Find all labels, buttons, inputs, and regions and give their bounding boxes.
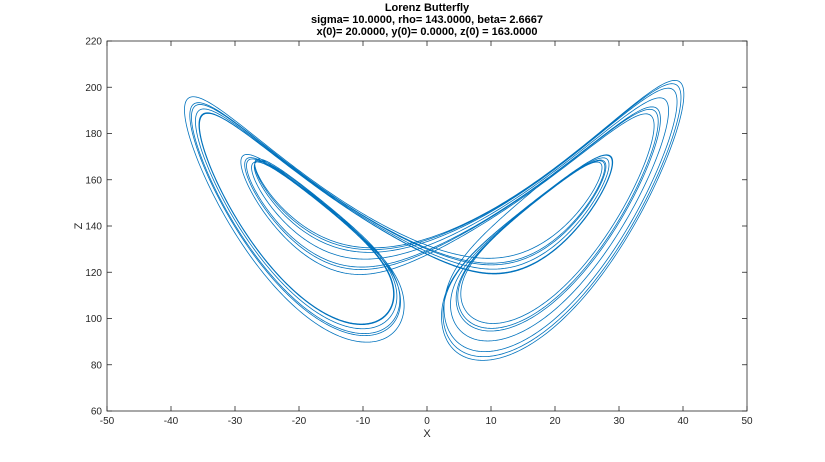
chart-subtitle-2: x(0)= 20.0000, y(0)= 0.0000, z(0) = 163.… bbox=[316, 26, 537, 38]
x-tick-label: 10 bbox=[485, 416, 497, 427]
y-tick-label: 140 bbox=[85, 222, 102, 233]
y-tick-label: 80 bbox=[91, 360, 103, 371]
y-tick-label: 160 bbox=[85, 175, 102, 186]
y-tick-label: 200 bbox=[85, 83, 102, 94]
series-line-trajectory bbox=[184, 79, 685, 361]
y-tick-label: 220 bbox=[85, 37, 102, 48]
x-axis-label: X bbox=[423, 428, 431, 440]
x-tick-label: -20 bbox=[292, 416, 307, 427]
chart-title: Lorenz Butterfly bbox=[385, 2, 470, 14]
chart-subtitle-1: sigma= 10.0000, rho= 143.0000, beta= 2.6… bbox=[311, 14, 543, 26]
x-tick-label: -40 bbox=[164, 416, 179, 427]
y-tick-label: 60 bbox=[91, 407, 103, 418]
y-tick-label: 100 bbox=[85, 314, 102, 325]
x-tick-label: 40 bbox=[677, 416, 689, 427]
x-tick-label: 0 bbox=[424, 416, 430, 427]
x-tick-label: -50 bbox=[100, 416, 115, 427]
y-tick-label: 180 bbox=[85, 129, 102, 140]
axis-ticks: -50 -40 -30 -20 -10 0 10 20 30 40 50 60 80 100 120 140 1… bbox=[85, 37, 753, 428]
x-tick-label: 20 bbox=[549, 416, 561, 427]
x-tick-label: 50 bbox=[741, 416, 753, 427]
plot-area bbox=[184, 79, 685, 361]
x-tick-label: 30 bbox=[613, 416, 625, 427]
y-tick-label: 120 bbox=[85, 268, 102, 279]
y-axis-label: Z bbox=[73, 222, 85, 229]
axes-box bbox=[106, 40, 748, 412]
x-tick-label: -10 bbox=[356, 416, 371, 427]
x-tick-label: -30 bbox=[228, 416, 243, 427]
